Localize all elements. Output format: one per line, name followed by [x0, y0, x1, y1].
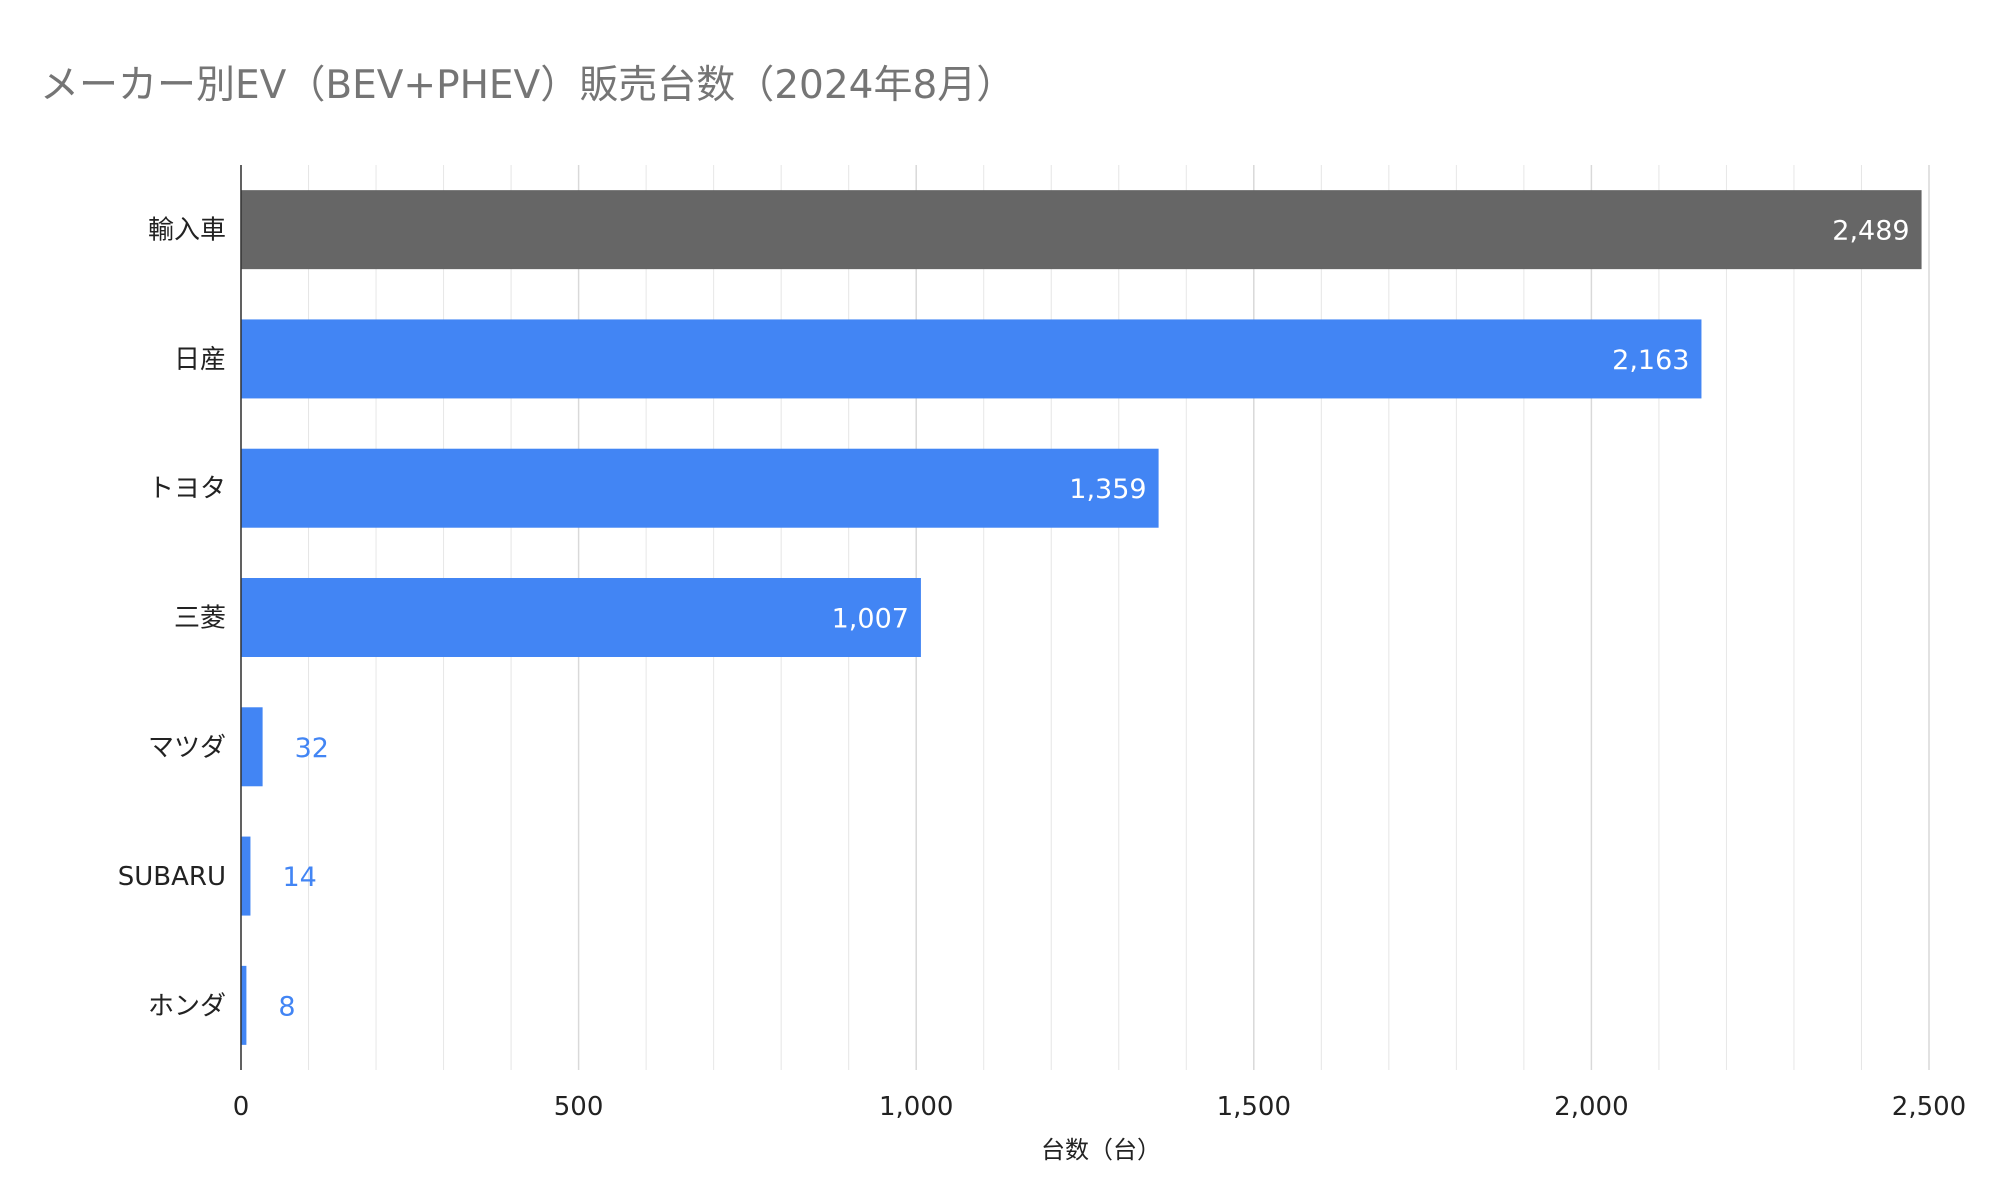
value-label: 1,359 — [1069, 474, 1146, 505]
value-label: 14 — [282, 862, 316, 893]
bar — [241, 190, 1922, 270]
value-labels: 2,489 2,163 1,359 1,007 32 14 8 — [278, 216, 1909, 1023]
bar — [241, 965, 247, 1045]
category-label: 三菱 — [174, 604, 226, 634]
gridlines — [240, 165, 1930, 1070]
value-label: 2,163 — [1612, 345, 1689, 376]
x-tick-label: 1,500 — [1217, 1092, 1291, 1122]
bar — [241, 578, 921, 657]
category-label: マツダ — [148, 733, 226, 763]
chart-title: メーカー別EV（BEV+PHEV）販売台数（2024年8月） — [40, 63, 1015, 108]
bar — [241, 448, 1159, 528]
x-tick-label: 500 — [554, 1092, 604, 1122]
category-label: SUBARU — [118, 862, 226, 892]
value-label: 1,007 — [832, 604, 909, 635]
bar — [241, 707, 263, 787]
x-tick-label: 2,000 — [1554, 1092, 1628, 1122]
category-label: 輸入車 — [148, 216, 226, 246]
x-tick-label: 1,000 — [879, 1092, 953, 1122]
x-axis-title: 台数（台） — [1041, 1136, 1161, 1164]
bars — [241, 190, 1922, 1045]
value-label: 32 — [295, 733, 329, 764]
x-tick-label: 2,500 — [1892, 1092, 1966, 1122]
value-label: 2,489 — [1832, 216, 1909, 247]
value-label: 8 — [278, 991, 295, 1022]
category-label: トヨタ — [148, 474, 226, 504]
x-tick-label: 0 — [233, 1092, 250, 1122]
x-tick-labels: 0 500 1,000 1,500 2,000 2,500 — [233, 1092, 1966, 1122]
bar — [241, 836, 251, 916]
category-label: 日産 — [174, 345, 226, 375]
bar — [241, 319, 1702, 399]
category-label: ホンダ — [148, 991, 226, 1021]
